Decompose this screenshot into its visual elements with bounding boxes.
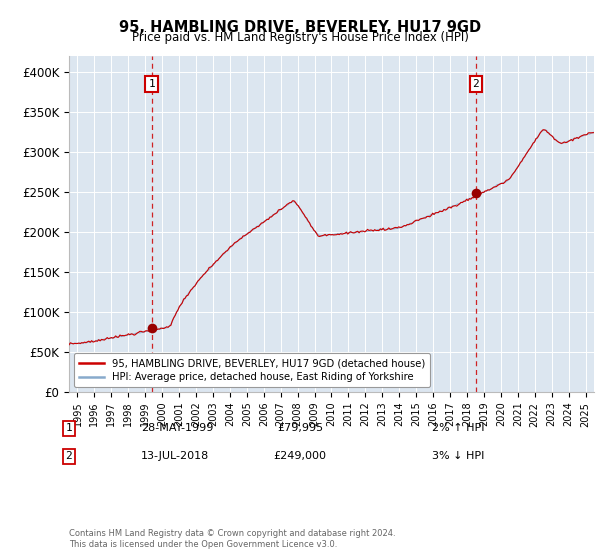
Text: 2% ↑ HPI: 2% ↑ HPI <box>432 423 485 433</box>
Text: 28-MAY-1999: 28-MAY-1999 <box>141 423 214 433</box>
Text: 95, HAMBLING DRIVE, BEVERLEY, HU17 9GD: 95, HAMBLING DRIVE, BEVERLEY, HU17 9GD <box>119 20 481 35</box>
Text: 2: 2 <box>65 451 73 461</box>
Text: £249,000: £249,000 <box>274 451 326 461</box>
Text: 3% ↓ HPI: 3% ↓ HPI <box>432 451 484 461</box>
Legend: 95, HAMBLING DRIVE, BEVERLEY, HU17 9GD (detached house), HPI: Average price, det: 95, HAMBLING DRIVE, BEVERLEY, HU17 9GD (… <box>74 353 430 387</box>
Text: 13-JUL-2018: 13-JUL-2018 <box>141 451 209 461</box>
Text: Price paid vs. HM Land Registry's House Price Index (HPI): Price paid vs. HM Land Registry's House … <box>131 31 469 44</box>
Text: 2: 2 <box>473 79 479 89</box>
Text: 1: 1 <box>65 423 73 433</box>
Text: £79,995: £79,995 <box>277 423 323 433</box>
Text: 1: 1 <box>148 79 155 89</box>
Text: Contains HM Land Registry data © Crown copyright and database right 2024.
This d: Contains HM Land Registry data © Crown c… <box>69 529 395 549</box>
